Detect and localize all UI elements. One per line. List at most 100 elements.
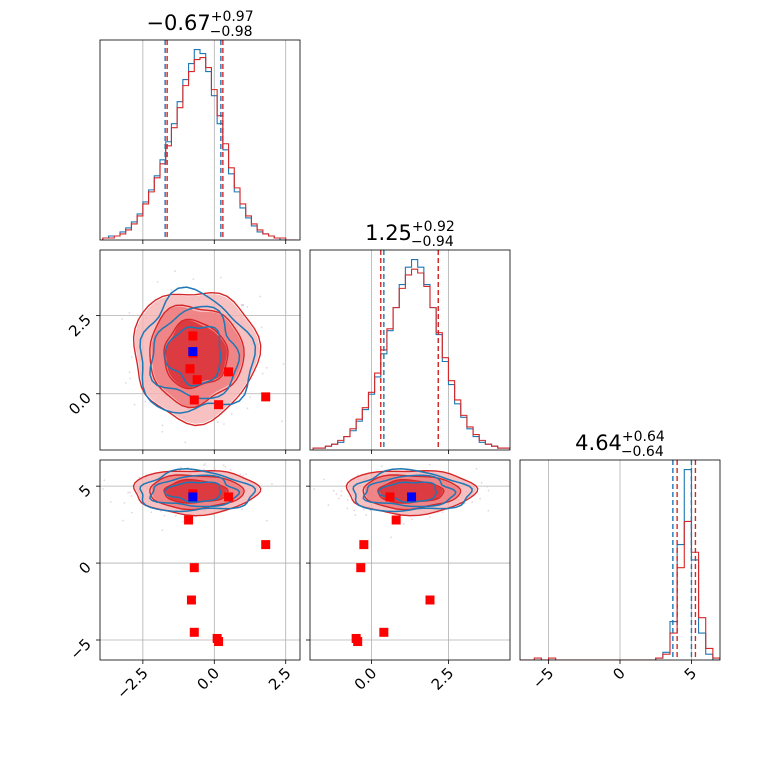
sample-point [124, 382, 127, 384]
sample-point [223, 423, 225, 425]
marker-red [379, 627, 389, 637]
title-param-1-value: −0.67 [146, 11, 210, 35]
histogram-red [312, 268, 510, 450]
tick-label-x: 0 [609, 664, 628, 683]
sample-point [411, 518, 414, 521]
sample-point [281, 420, 283, 423]
tick-label-x: −2.5 [113, 664, 151, 702]
title-param-2-value: 1.25 [365, 221, 412, 245]
sample-point [480, 481, 483, 484]
marker-red [425, 595, 435, 605]
marker-red [391, 515, 401, 525]
histogram-red [520, 520, 720, 660]
marker-red [186, 595, 196, 605]
contour-red [345, 469, 479, 517]
sample-point [265, 519, 268, 522]
panel-frame-20 [99, 459, 301, 661]
sample-point [327, 504, 330, 507]
sample-point [213, 468, 216, 471]
sample-point [103, 479, 106, 482]
sample-point [282, 363, 285, 365]
panel-11 [371, 250, 449, 454]
histograms-00 [102, 40, 298, 240]
sample-point [224, 465, 227, 468]
marker-red [189, 395, 199, 405]
sample-point [242, 304, 245, 307]
sample-point [128, 311, 131, 314]
sample-point [202, 468, 205, 471]
joint-content-21 [313, 463, 490, 647]
contour-blue [139, 468, 257, 513]
contour-blue [378, 481, 437, 504]
tick-label-x: 0.0 [351, 664, 381, 694]
sample-point [487, 509, 490, 512]
sample-point [144, 400, 147, 403]
marker-red [261, 540, 271, 550]
contour-red [149, 304, 245, 409]
sample-point [479, 497, 482, 500]
panel-frame-10 [99, 249, 301, 451]
sample-point [129, 491, 131, 494]
sample-point [346, 499, 349, 501]
marker-red [353, 637, 363, 647]
sample-point [222, 464, 225, 467]
sample-point [128, 371, 131, 374]
sample-point [362, 508, 365, 511]
sample-point [245, 473, 248, 475]
sample-point [202, 464, 205, 467]
sample-point [271, 483, 273, 486]
sample-point [240, 303, 243, 306]
sample-point [354, 514, 357, 517]
sample-point [259, 295, 262, 298]
sample-point [121, 318, 123, 320]
sample-point [181, 520, 184, 523]
marker-red [359, 540, 369, 550]
title-param-1-minus: −0.98 [210, 24, 253, 40]
sample-point [429, 516, 431, 518]
sample-point [161, 430, 164, 433]
sample-point [156, 281, 159, 283]
title-param-2-plus: +0.92 [412, 219, 455, 235]
tick-label-y: 5 [75, 481, 94, 500]
sample-point [180, 454, 182, 456]
sample-point [380, 465, 383, 468]
title-param-1: −0.67+0.97 −0.98 [146, 9, 253, 40]
panel-frame-21 [309, 459, 511, 661]
sample-point [464, 502, 466, 505]
sample-point [170, 289, 173, 291]
joint-content-10 [121, 270, 285, 444]
sample-point [390, 536, 393, 539]
title-param-3-plus: +0.64 [622, 429, 665, 445]
sample-point [441, 511, 444, 514]
contour-red [132, 291, 262, 427]
sample-point [239, 473, 242, 476]
sample-point [133, 403, 136, 406]
sample-point [127, 491, 130, 494]
joint-content-20 [101, 454, 273, 647]
sample-point [332, 489, 335, 492]
sample-point [338, 497, 340, 500]
title-param-2: 1.25+0.92 −0.94 [365, 219, 455, 250]
panel-frame-22 [519, 459, 721, 661]
sample-point [150, 511, 153, 514]
sample-point [346, 507, 349, 510]
sample-point [136, 314, 139, 317]
contour-fill-inner [379, 479, 443, 503]
sample-point [249, 396, 252, 399]
sample-point [130, 356, 133, 359]
sample-point [130, 511, 133, 514]
sample-point [486, 485, 488, 488]
panel-00 [142, 40, 287, 244]
sample-point [121, 519, 124, 522]
sample-point [353, 509, 356, 512]
histograms-22 [520, 460, 720, 660]
sample-point [192, 278, 195, 281]
sample-point [340, 494, 343, 497]
marker-blue [188, 492, 198, 502]
sample-point [356, 474, 359, 477]
sample-point [161, 424, 164, 427]
marker-red [224, 492, 234, 502]
panel-frame-11 [309, 249, 511, 451]
